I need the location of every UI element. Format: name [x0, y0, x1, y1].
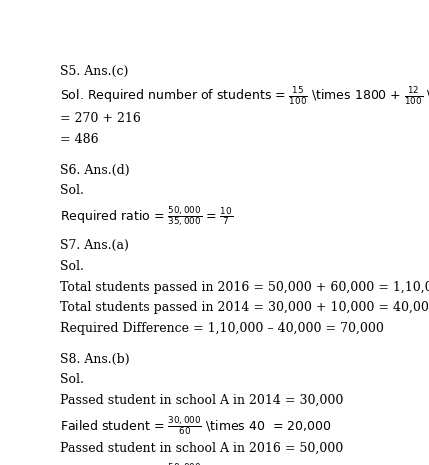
Text: Required ratio = $\frac{50,000}{35,000}$ = $\frac{10}{7}$: Required ratio = $\frac{50,000}{35,000}$… [60, 205, 233, 229]
Text: S7. Ans.(a): S7. Ans.(a) [60, 239, 128, 252]
Text: S6. Ans.(d): S6. Ans.(d) [60, 164, 129, 177]
Text: Sol.: Sol. [60, 260, 84, 273]
Text: Total students passed in 2016 = 50,000 + 60,000 = 1,10,000: Total students passed in 2016 = 50,000 +… [60, 281, 429, 294]
Text: Sol.: Sol. [60, 373, 84, 386]
Text: = 486: = 486 [60, 133, 98, 146]
Text: Required Difference = 1,10,000 – 40,000 = 70,000: Required Difference = 1,10,000 – 40,000 … [60, 322, 384, 335]
Text: Total students passed in 2014 = 30,000 + 10,000 = 40,000: Total students passed in 2014 = 30,000 +… [60, 301, 429, 314]
Text: S5. Ans.(c): S5. Ans.(c) [60, 65, 128, 78]
Text: Failed student = $\frac{30,000}{60}$ \times 40  = 20,000: Failed student = $\frac{30,000}{60}$ \ti… [60, 415, 331, 438]
Text: Passed student in school A in 2016 = 50,000: Passed student in school A in 2016 = 50,… [60, 442, 343, 455]
Text: Sol.: Sol. [60, 184, 84, 197]
Text: Passed student in school A in 2014 = 30,000: Passed student in school A in 2014 = 30,… [60, 394, 343, 407]
Text: S8. Ans.(b): S8. Ans.(b) [60, 352, 129, 365]
Text: Sol. Required number of students = $\frac{15}{100}$ \times 1800 + $\frac{12}{100: Sol. Required number of students = $\fra… [60, 86, 429, 107]
Text: = 270 + 216: = 270 + 216 [60, 113, 140, 126]
Text: Failed student = $\frac{50,000}{80}$ \times 20 = 12,500: Failed student = $\frac{50,000}{80}$ \ti… [60, 463, 327, 465]
